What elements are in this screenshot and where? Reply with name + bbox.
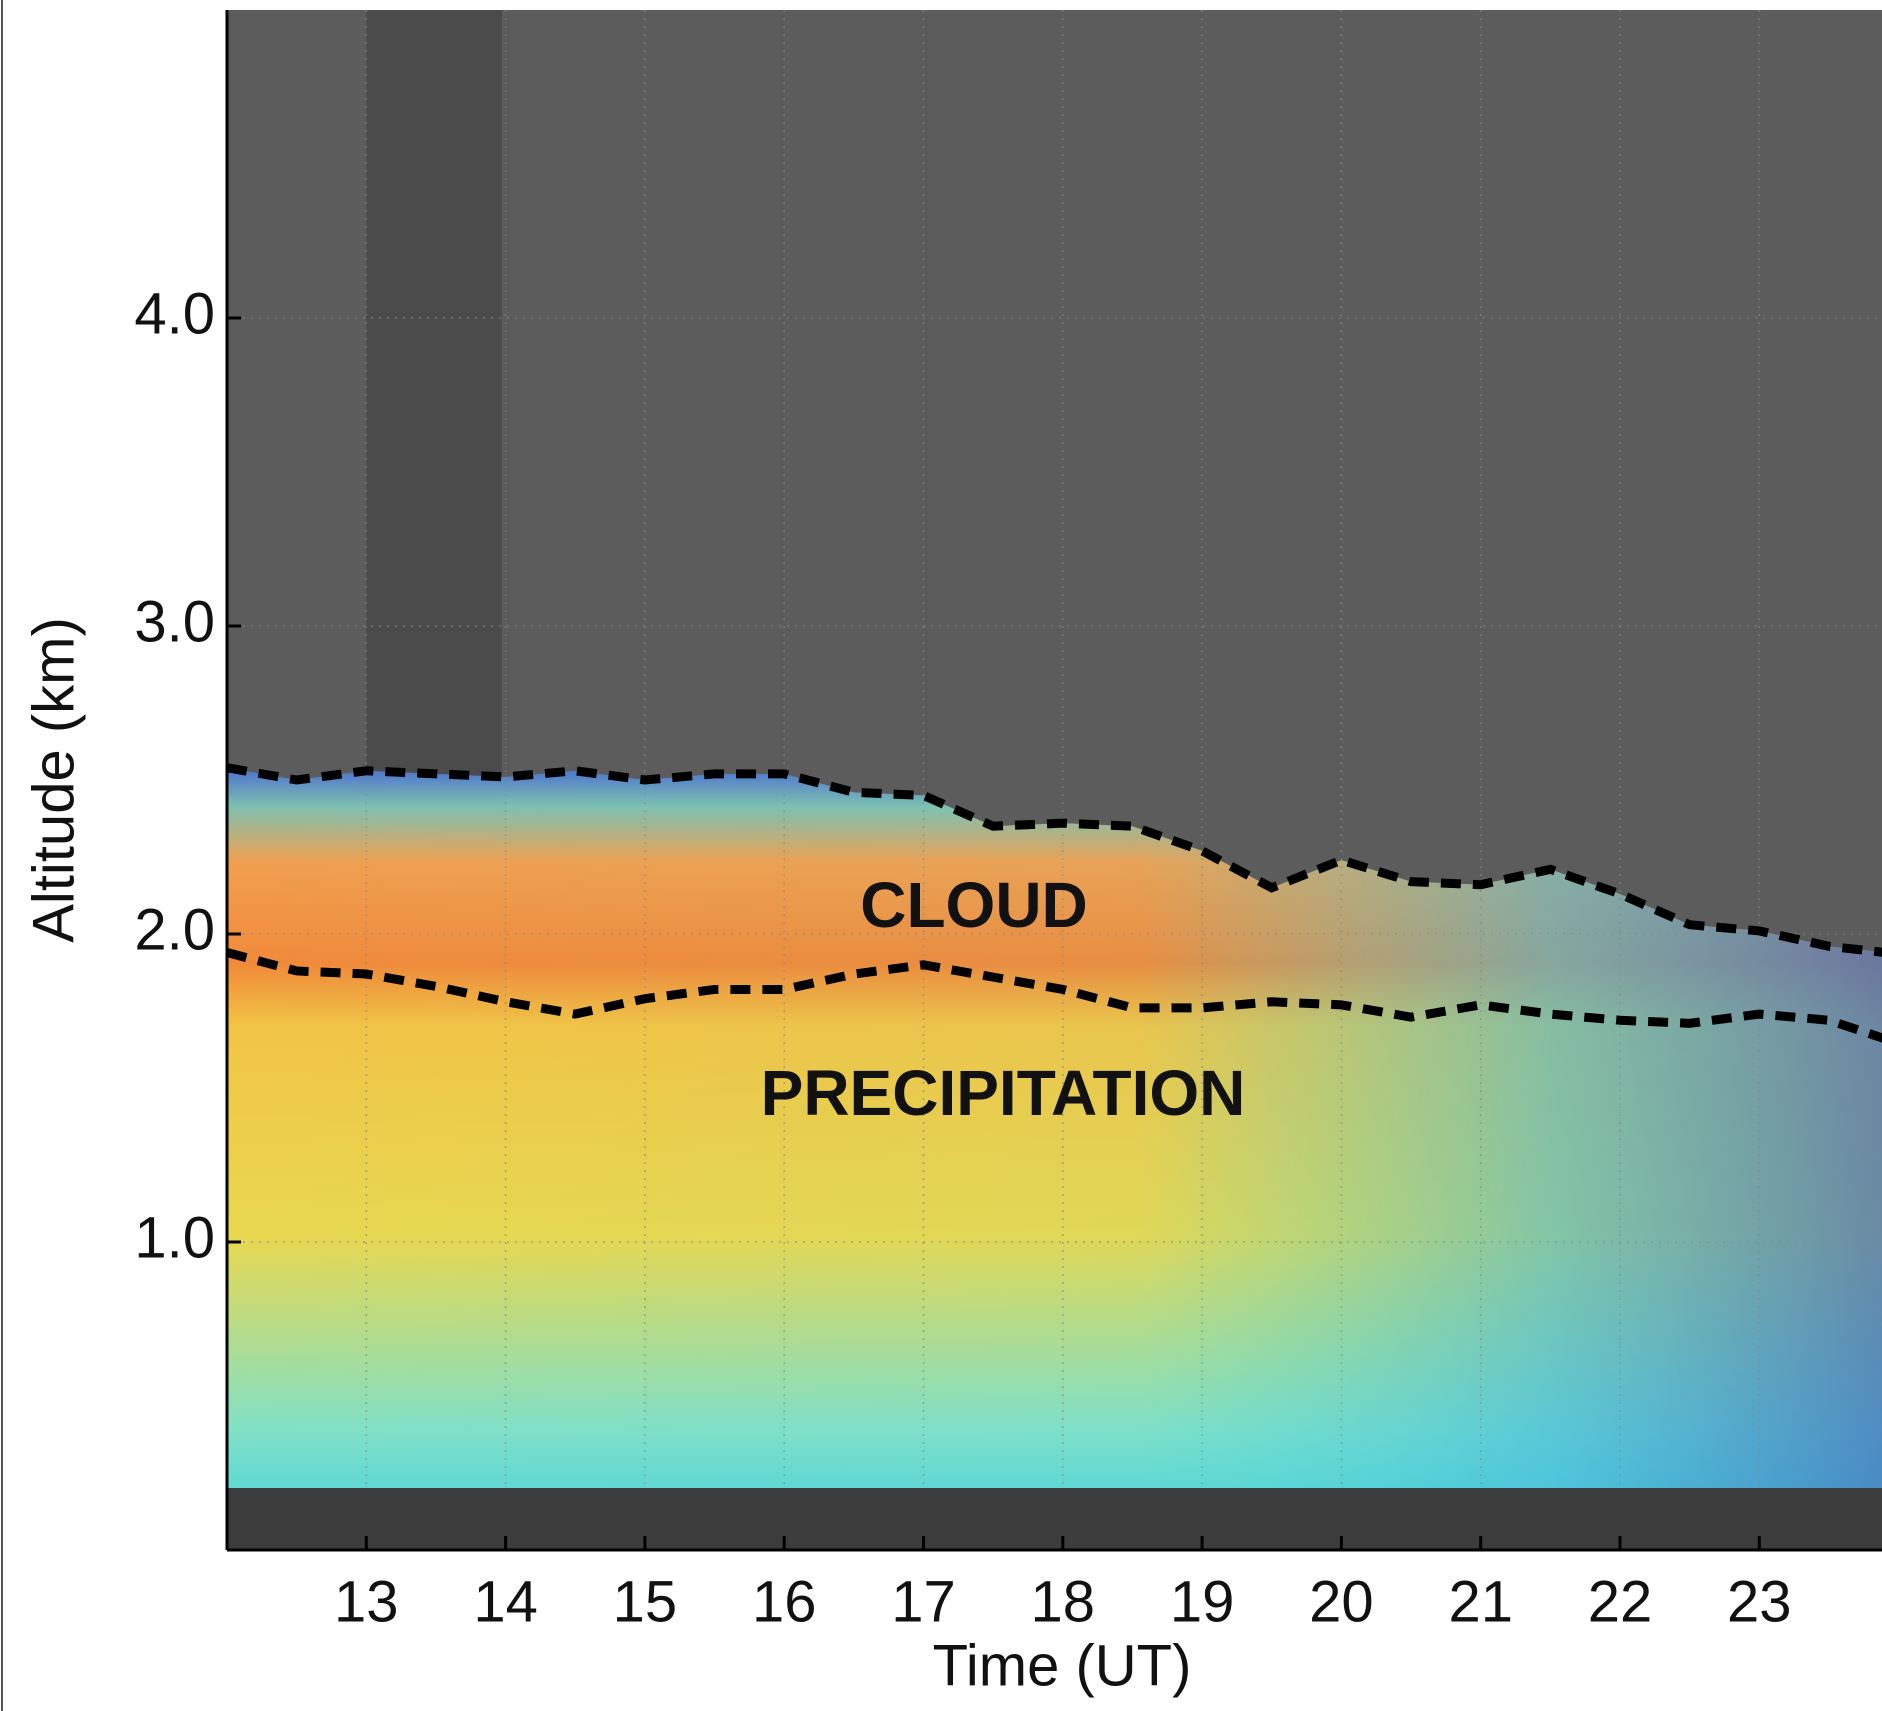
annotation: CLOUD xyxy=(860,869,1088,941)
x-tick-label: 22 xyxy=(1588,1569,1653,1634)
y-tick-label: 1.0 xyxy=(134,1205,215,1270)
echo-region-tint xyxy=(227,767,1882,1550)
ground-strip xyxy=(227,1488,1882,1550)
x-tick-label: 17 xyxy=(891,1569,956,1634)
x-axis-label: Time (UT) xyxy=(933,1633,1192,1698)
y-tick-label: 4.0 xyxy=(134,281,215,346)
x-tick-label: 13 xyxy=(334,1569,399,1634)
x-tick-label: 21 xyxy=(1448,1569,1513,1634)
x-tick-label: 20 xyxy=(1309,1569,1374,1634)
x-tick-label: 14 xyxy=(473,1569,538,1634)
annotation: PRECIPITATION xyxy=(761,1057,1246,1129)
boundary-line xyxy=(227,763,1882,957)
y-axis-label: Altitude (km) xyxy=(21,617,86,943)
boundary-line xyxy=(227,948,1882,1043)
plot-area xyxy=(227,10,1882,1550)
x-tick-label: 18 xyxy=(1031,1569,1096,1634)
overlay xyxy=(227,763,1882,1550)
x-tick-label: 23 xyxy=(1727,1569,1792,1634)
x-tick-label: 15 xyxy=(613,1569,678,1634)
x-tick-label: 16 xyxy=(752,1569,817,1634)
y-tick-label: 2.0 xyxy=(134,897,215,962)
x-tick-label: 19 xyxy=(1170,1569,1235,1634)
y-tick-label: 3.0 xyxy=(134,589,215,654)
